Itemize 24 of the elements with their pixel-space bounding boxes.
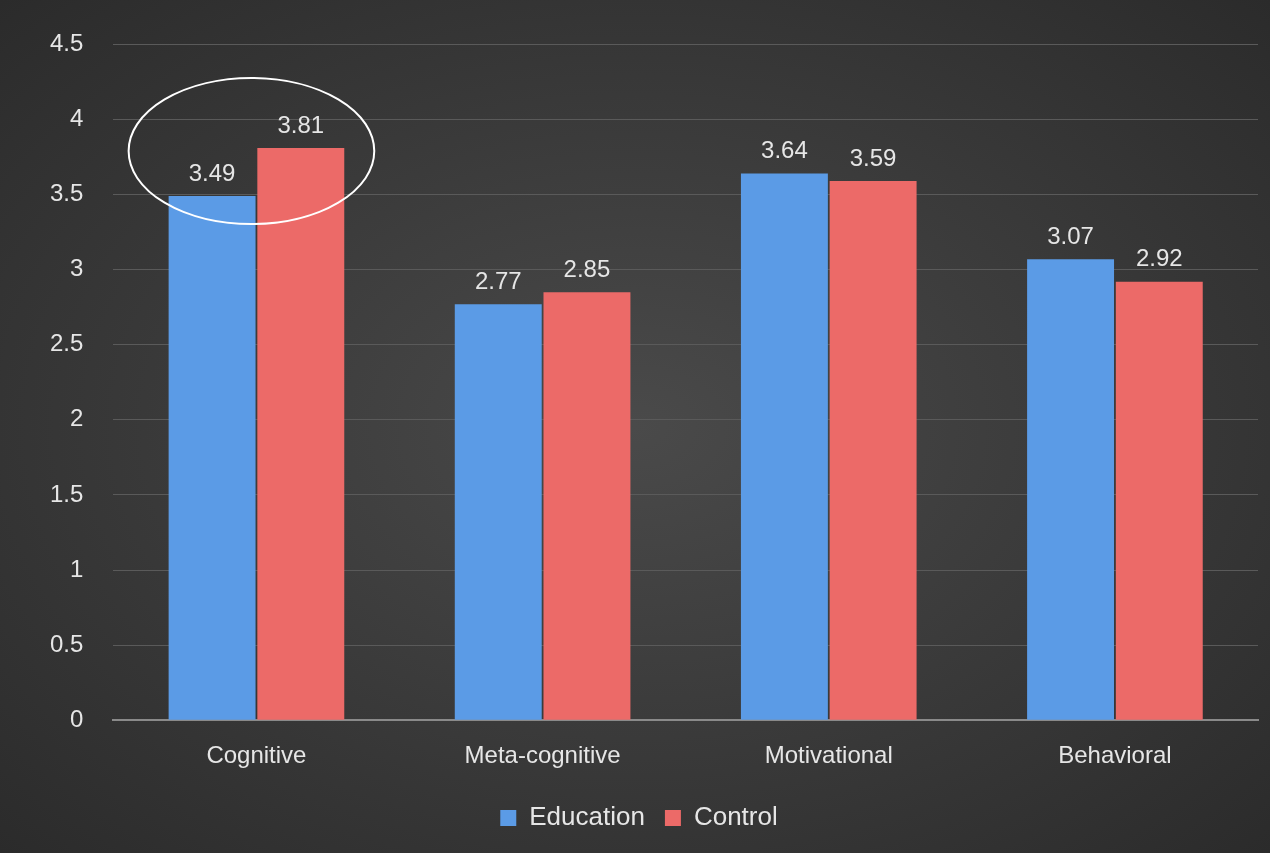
y-tick-label: 0.5 [49,629,84,657]
x-tick-label: Meta-cognitive [464,741,621,769]
y-tick-label: 1 [70,554,84,582]
data-label: 2.77 [474,266,522,294]
data-label: 3.59 [849,143,897,171]
data-label: 2.92 [1135,244,1183,272]
data-label: 3.49 [188,158,236,186]
y-tick-label: 3.5 [49,179,84,207]
data-label: 2.85 [563,254,611,282]
y-tick-label: 2.5 [49,329,84,357]
x-tick-label: Cognitive [206,741,307,769]
y-tick-label: 3 [70,254,84,282]
legend-label: Control [693,801,778,832]
x-tick-label: Motivational [764,741,893,769]
data-label: 3.81 [277,110,325,138]
x-tick-label: Behavioral [1058,741,1172,769]
y-tick-label: 2 [70,404,84,432]
y-tick-label: 4.5 [49,29,84,57]
y-tick-label: 1.5 [49,479,84,507]
legend-label: Education [529,801,645,832]
y-tick-label: 4 [70,104,84,132]
data-label: 3.64 [761,136,808,164]
data-label: 3.07 [1047,221,1094,249]
y-tick-label: 0 [70,704,84,732]
